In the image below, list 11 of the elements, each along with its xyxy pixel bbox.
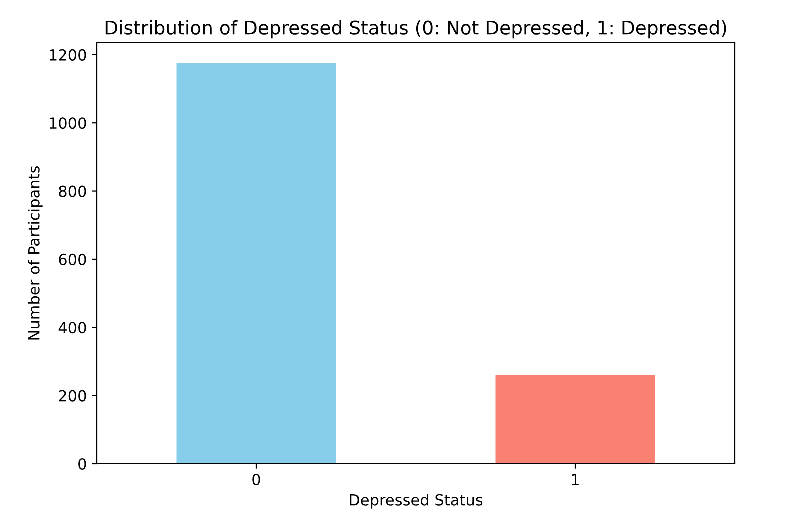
y-tick-label: 1200 [50, 49, 86, 61]
x-tick-label: 1 [572, 474, 579, 486]
y-tick-label: 400 [58, 322, 86, 334]
chart-title: Distribution of Depressed Status (0: Not Depressed, 1: Depressed) [106, 20, 726, 39]
x-axis-title: Depressed Status [350, 494, 483, 509]
y-axis-title: Number of Participants [28, 166, 43, 340]
y-tick-label: 600 [59, 254, 86, 266]
y-tick-label: 200 [59, 390, 86, 402]
y-tick-label: 800 [59, 186, 86, 198]
y-tick-label: 0 [78, 458, 86, 470]
y-tick-label: 1000 [50, 118, 86, 130]
